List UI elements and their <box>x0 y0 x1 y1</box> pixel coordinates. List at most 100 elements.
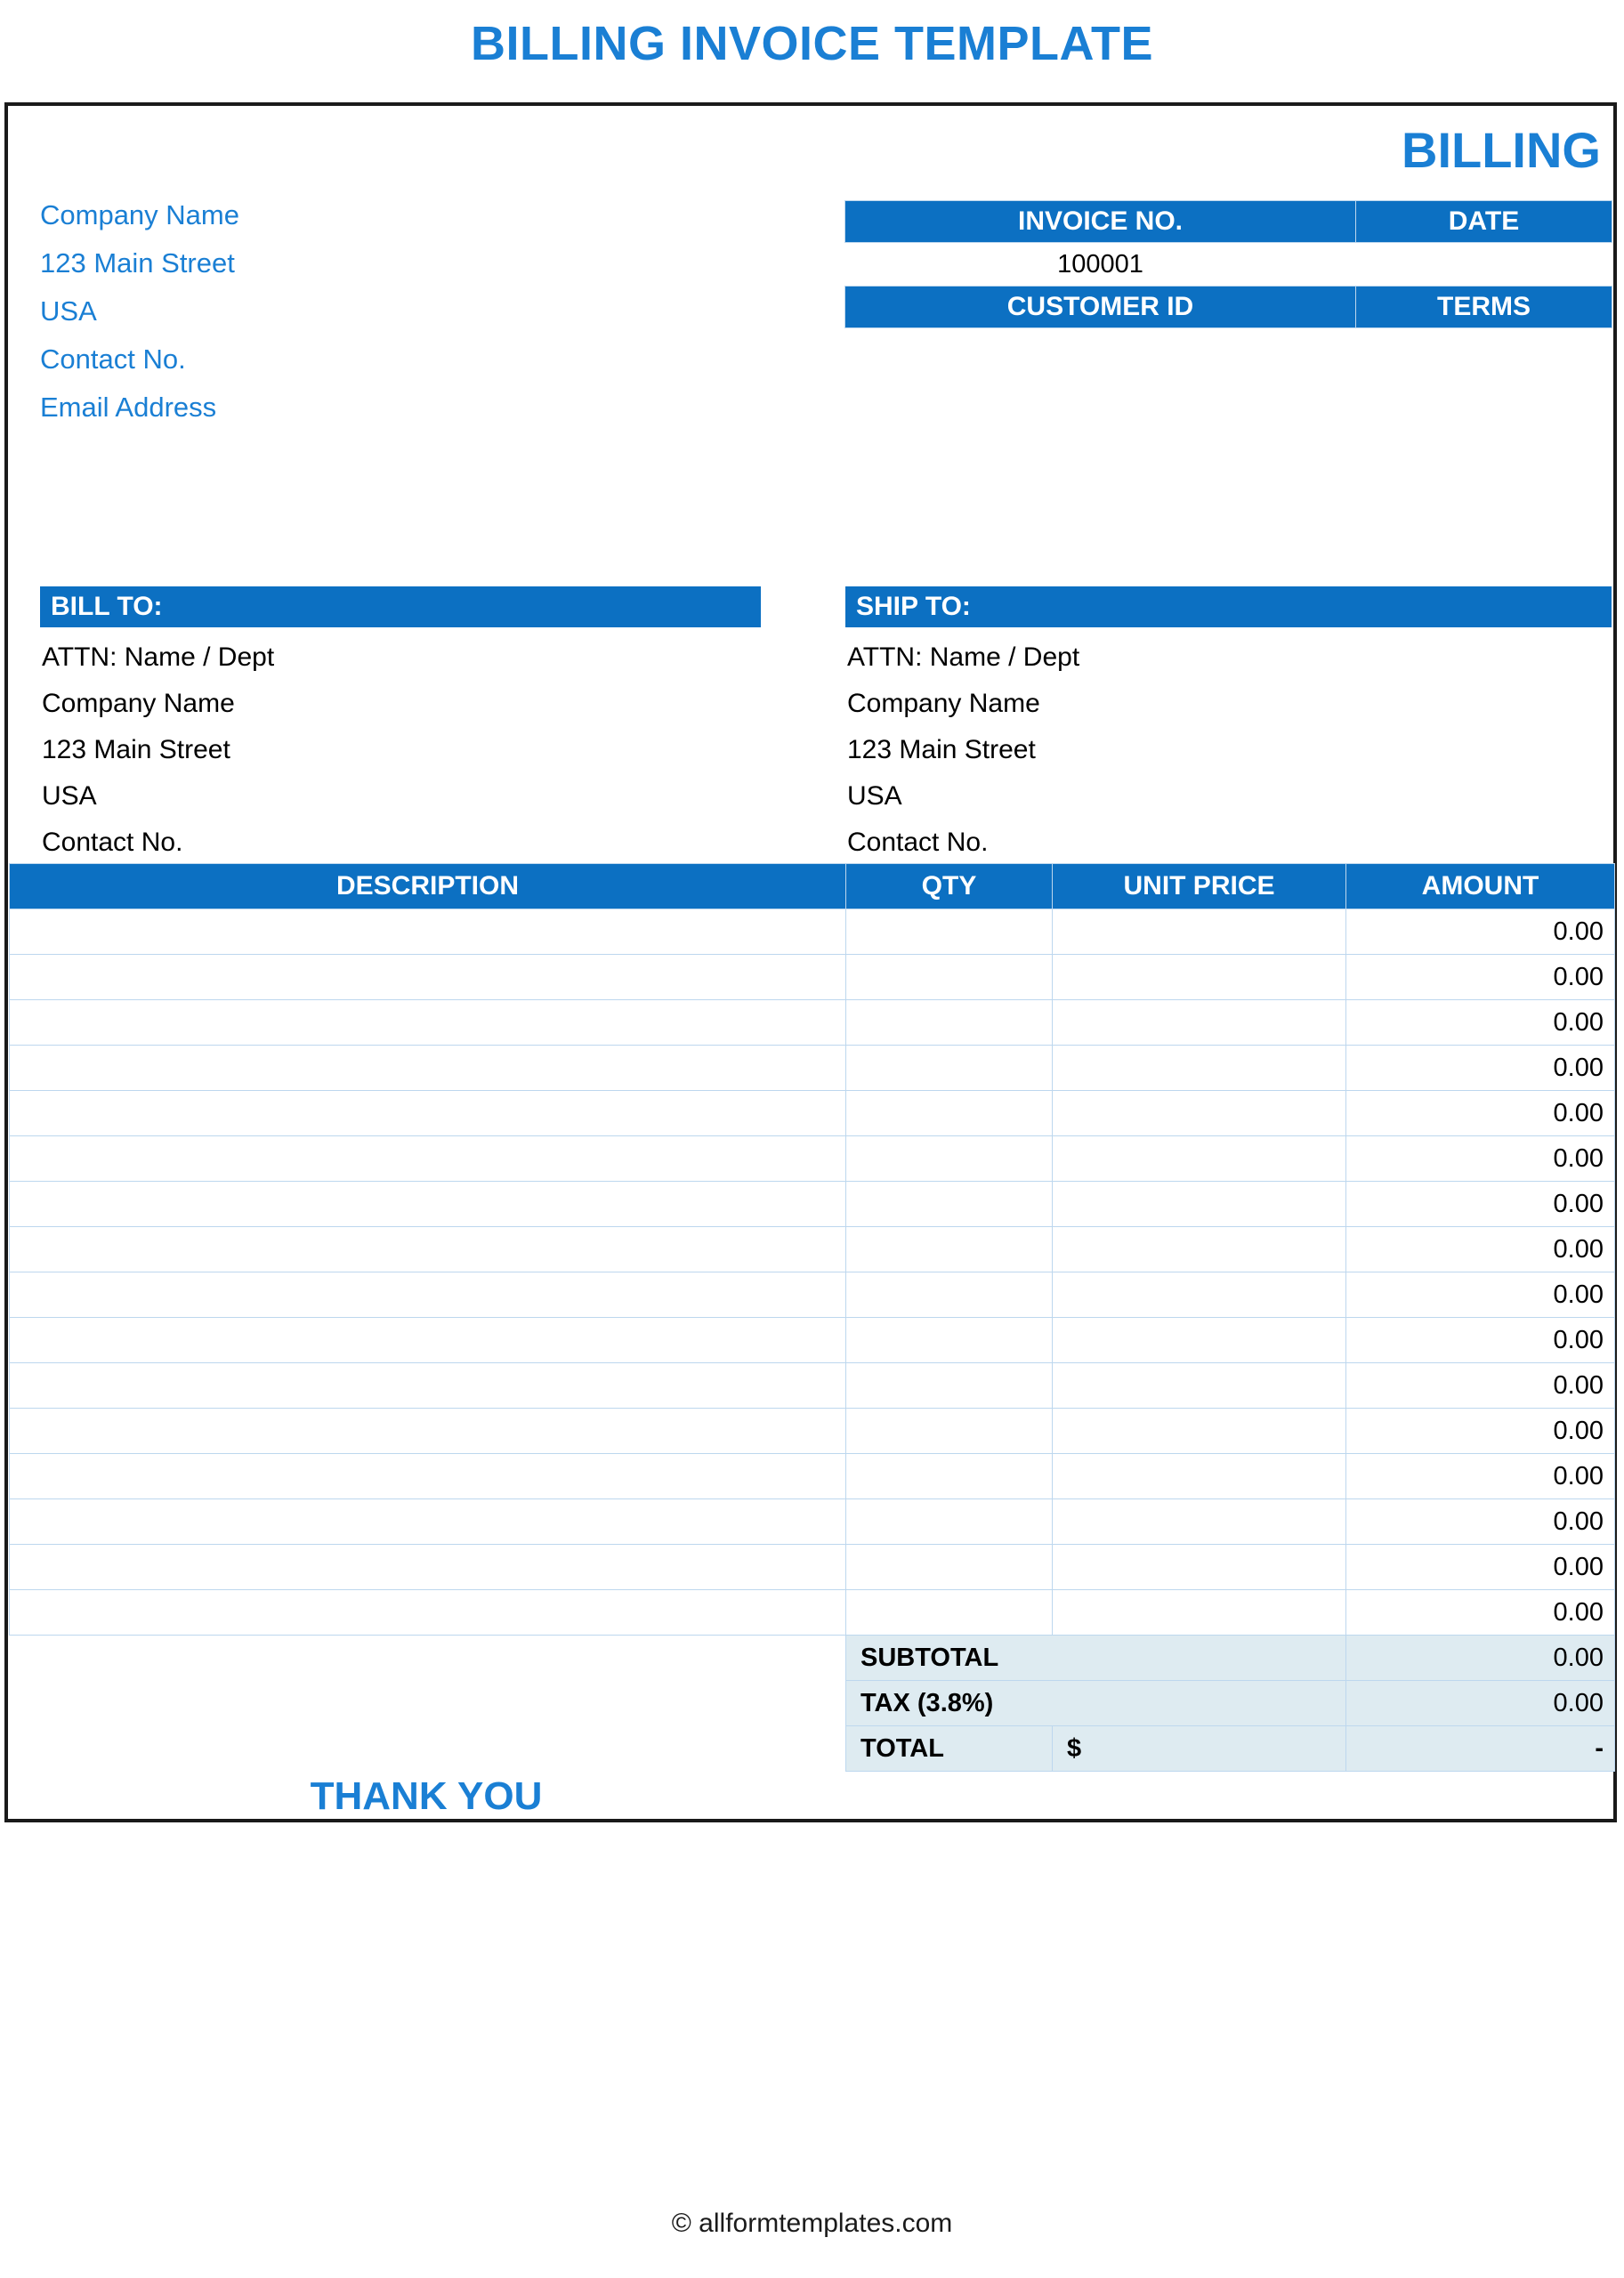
cell-qty[interactable] <box>845 1589 1053 1636</box>
totals-spacer-total <box>9 1725 846 1772</box>
cell-description[interactable] <box>9 1498 846 1545</box>
ship-to-line-street[interactable]: 123 Main Street <box>847 735 1036 764</box>
cell-amount[interactable]: 0.00 <box>1345 1045 1615 1091</box>
cell-description[interactable] <box>9 1589 846 1636</box>
cell-unit_price[interactable] <box>1052 1226 1346 1272</box>
invoice-sheet: BILLING Company Name 123 Main Street USA… <box>4 102 1617 1822</box>
cell-amount[interactable]: 0.00 <box>1345 1135 1615 1182</box>
cell-amount[interactable]: 0.00 <box>1345 1181 1615 1227</box>
cell-unit_price[interactable] <box>1052 1589 1346 1636</box>
cell-amount[interactable]: 0.00 <box>1345 1589 1615 1636</box>
cell-amount[interactable]: 0.00 <box>1345 999 1615 1046</box>
thank-you-message: THANK YOU <box>310 1774 543 1818</box>
cell-description[interactable] <box>9 1408 846 1454</box>
cell-description[interactable] <box>9 954 846 1000</box>
cell-amount[interactable]: 0.00 <box>1345 1272 1615 1318</box>
cell-description[interactable] <box>9 1090 846 1136</box>
meta-value-invoice-no[interactable]: 100001 <box>844 242 1356 287</box>
cell-description[interactable] <box>9 909 846 955</box>
cell-unit_price[interactable] <box>1052 1408 1346 1454</box>
table-row: 0.00 <box>9 1090 1615 1136</box>
bill-to-heading: BILL TO: <box>40 586 761 627</box>
ship-to-line-contact[interactable]: Contact No. <box>847 828 989 857</box>
ship-to-line-attn[interactable]: ATTN: Name / Dept <box>847 642 1080 672</box>
cell-amount[interactable]: 0.00 <box>1345 1317 1615 1363</box>
bill-to-line-attn[interactable]: ATTN: Name / Dept <box>42 642 275 672</box>
cell-unit_price[interactable] <box>1052 1453 1346 1499</box>
cell-amount[interactable]: 0.00 <box>1345 1453 1615 1499</box>
cell-unit_price[interactable] <box>1052 909 1346 955</box>
cell-unit_price[interactable] <box>1052 1090 1346 1136</box>
subtotal-value: 0.00 <box>1345 1635 1615 1681</box>
cell-unit_price[interactable] <box>1052 1272 1346 1318</box>
cell-amount[interactable]: 0.00 <box>1345 1498 1615 1545</box>
bill-to-line-company[interactable]: Company Name <box>42 689 235 718</box>
cell-qty[interactable] <box>845 1135 1053 1182</box>
totals-row-subtotal: SUBTOTAL 0.00 <box>9 1635 1615 1681</box>
cell-amount[interactable]: 0.00 <box>1345 1226 1615 1272</box>
cell-qty[interactable] <box>845 999 1053 1046</box>
cell-amount[interactable]: 0.00 <box>1345 954 1615 1000</box>
cell-qty[interactable] <box>845 909 1053 955</box>
cell-amount[interactable]: 0.00 <box>1345 1544 1615 1590</box>
cell-amount[interactable]: 0.00 <box>1345 1090 1615 1136</box>
cell-qty[interactable] <box>845 1226 1053 1272</box>
bill-to-line-contact[interactable]: Contact No. <box>42 828 183 857</box>
cell-amount[interactable]: 0.00 <box>1345 909 1615 955</box>
cell-unit_price[interactable] <box>1052 999 1346 1046</box>
cell-description[interactable] <box>9 1317 846 1363</box>
cell-description[interactable] <box>9 1045 846 1091</box>
totals-body: SUBTOTAL 0.00 TAX (3.8%) 0.00 TOTAL $ - <box>9 1635 1615 1772</box>
cell-description[interactable] <box>9 1362 846 1409</box>
line-items-header-row: DESCRIPTION QTY UNIT PRICE AMOUNT <box>9 863 1615 909</box>
table-row: 0.00 <box>9 1408 1615 1454</box>
bill-to-line-street[interactable]: 123 Main Street <box>42 735 230 764</box>
cell-qty[interactable] <box>845 1544 1053 1590</box>
cell-qty[interactable] <box>845 1272 1053 1318</box>
cell-qty[interactable] <box>845 954 1053 1000</box>
line-items-table: DESCRIPTION QTY UNIT PRICE AMOUNT 0.00 0.… <box>9 863 1615 1772</box>
meta-value-row-1: 100001 <box>844 242 1612 287</box>
cell-qty[interactable] <box>845 1362 1053 1409</box>
cell-description[interactable] <box>9 1135 846 1182</box>
meta-value-date[interactable] <box>1355 242 1612 287</box>
cell-qty[interactable] <box>845 1090 1053 1136</box>
meta-header-invoice-no: INVOICE NO. <box>844 200 1356 243</box>
cell-qty[interactable] <box>845 1045 1053 1091</box>
cell-unit_price[interactable] <box>1052 1498 1346 1545</box>
meta-value-customer-id[interactable] <box>844 327 1356 371</box>
cell-description[interactable] <box>9 1544 846 1590</box>
cell-description[interactable] <box>9 1181 846 1227</box>
cell-qty[interactable] <box>845 1498 1053 1545</box>
total-label: TOTAL <box>845 1725 1053 1772</box>
meta-header-date: DATE <box>1355 200 1612 243</box>
cell-amount[interactable]: 0.00 <box>1345 1362 1615 1409</box>
footer-attribution: © allformtemplates.com <box>671 2209 953 2238</box>
cell-unit_price[interactable] <box>1052 1317 1346 1363</box>
column-header-description: DESCRIPTION <box>9 863 846 909</box>
company-line-country: USA <box>40 295 97 327</box>
cell-unit_price[interactable] <box>1052 1045 1346 1091</box>
cell-description[interactable] <box>9 1226 846 1272</box>
cell-amount[interactable]: 0.00 <box>1345 1408 1615 1454</box>
cell-unit_price[interactable] <box>1052 1362 1346 1409</box>
ship-to-line-company[interactable]: Company Name <box>847 689 1040 718</box>
cell-unit_price[interactable] <box>1052 1135 1346 1182</box>
cell-description[interactable] <box>9 999 846 1046</box>
cell-qty[interactable] <box>845 1453 1053 1499</box>
meta-value-terms[interactable] <box>1355 327 1612 371</box>
cell-description[interactable] <box>9 1272 846 1318</box>
table-row: 0.00 <box>9 1589 1615 1636</box>
totals-spacer-subtotal <box>9 1635 846 1681</box>
cell-qty[interactable] <box>845 1317 1053 1363</box>
ship-to-line-country[interactable]: USA <box>847 781 902 811</box>
company-line-contact: Contact No. <box>40 343 186 375</box>
bill-to-line-country[interactable]: USA <box>42 781 97 811</box>
totals-row-tax: TAX (3.8%) 0.00 <box>9 1680 1615 1726</box>
cell-unit_price[interactable] <box>1052 1181 1346 1227</box>
cell-qty[interactable] <box>845 1408 1053 1454</box>
cell-unit_price[interactable] <box>1052 1544 1346 1590</box>
cell-description[interactable] <box>9 1453 846 1499</box>
cell-qty[interactable] <box>845 1181 1053 1227</box>
cell-unit_price[interactable] <box>1052 954 1346 1000</box>
